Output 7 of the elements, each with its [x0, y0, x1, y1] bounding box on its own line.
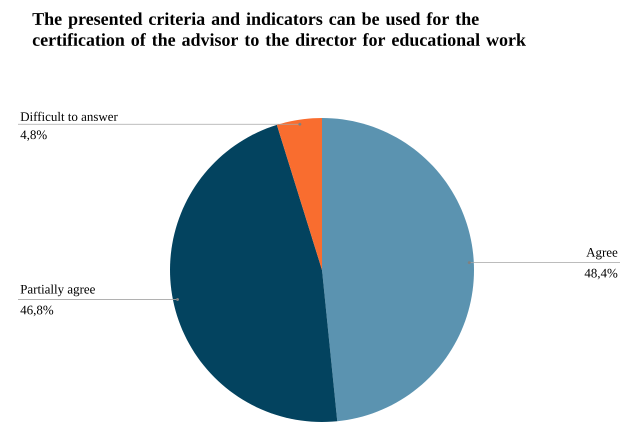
slice-label: Agree [586, 248, 618, 260]
data-label: 48,4% [584, 268, 618, 280]
chart-title: The presented criteria and indicators can be used for the certification of the advisor to the director for educational work [32, 12, 526, 46]
data-label: 46,8% [20, 306, 54, 316]
slice-label: Partially agree [20, 284, 95, 296]
slice-label: Difficult to answer [20, 112, 118, 122]
data-label: 4,8% [20, 130, 47, 142]
